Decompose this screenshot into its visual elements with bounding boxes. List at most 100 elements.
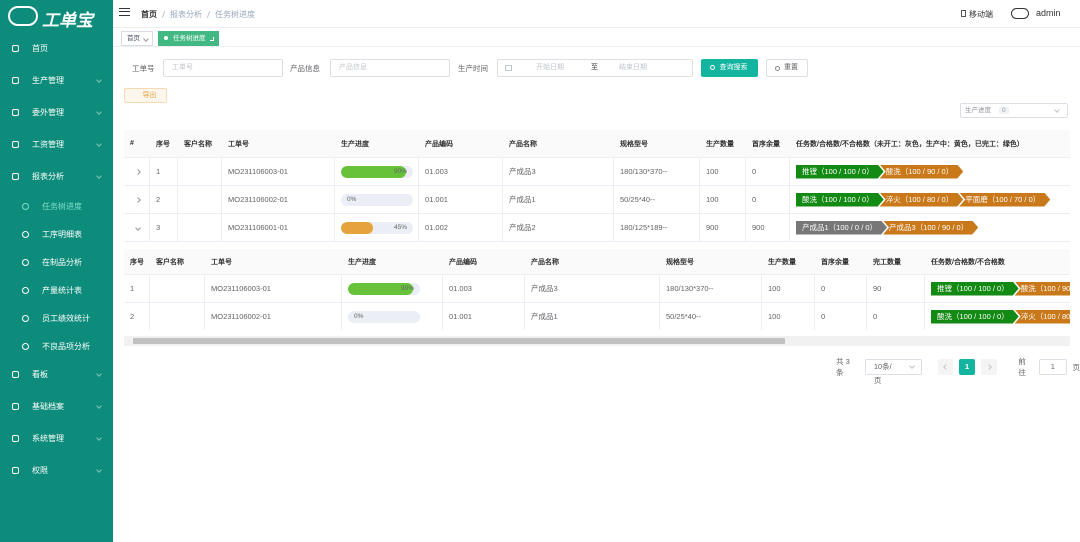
page-size-select[interactable]: 10条/页 [864, 359, 922, 385]
menu-icon [12, 371, 19, 378]
table-cell: MO231106003-01 [205, 275, 342, 302]
column-header: 产品编码 [449, 258, 477, 266]
table-cell: 酸洗（100 / 100 / 0） 淬火（100 / 80 / 0） 平面磨（100… [790, 186, 1070, 213]
table-cell: 50/25*40-- [660, 303, 762, 330]
menu-item[interactable]: 生产管理 [0, 71, 113, 91]
form-label: 工单号 [132, 64, 155, 73]
product-input[interactable]: 产品信息 [330, 59, 450, 77]
submenu-item[interactable]: 任务树进度 [0, 197, 113, 217]
table-cell: 100 [762, 275, 815, 302]
menu-item[interactable]: 看板 [0, 365, 113, 385]
table-cell: 0% [335, 186, 419, 213]
submenu-icon [22, 231, 29, 238]
table-cell [124, 186, 150, 213]
menu-label: 基础档案 [32, 402, 64, 411]
goto-label: 前往 [1018, 357, 1026, 377]
table-row[interactable]: 1 MO231106003-01 90% 01.003 产成品3 180/130*370-… [124, 275, 1070, 303]
tab[interactable]: 首页 [121, 31, 153, 46]
column-header: 首序余量 [821, 258, 849, 266]
breadcrumb-item[interactable]: 报表分析 [170, 10, 202, 19]
column-header: 生产进度 [348, 258, 376, 266]
column-header: 产品名称 [531, 258, 559, 266]
table-row[interactable]: 3 MO231106001-01 45% 01.002 产成品2 180/125*189-… [124, 214, 1070, 242]
filter-value: 0 [999, 107, 1009, 114]
scrollbar-thumb[interactable] [133, 338, 785, 344]
table-cell [124, 214, 150, 241]
user-name[interactable]: admin [1036, 8, 1061, 18]
column-header: 工单号 [228, 140, 249, 148]
task-tag: 酸洗（100 / 90 / 0） [1015, 282, 1070, 296]
menu-item[interactable]: 首页 [0, 39, 113, 59]
task-tag: 酸洗（100 / 100 / 0） [796, 193, 884, 207]
table-row[interactable]: 1 MO231106003-01 90% 01.003 产成品3 180/130*370-… [124, 158, 1070, 186]
column-header: 生产数量 [768, 258, 796, 266]
table-cell: 50/25*40-- [614, 186, 700, 213]
column-header: 规格型号 [620, 140, 648, 148]
table-cell: 产成品3 [525, 275, 660, 302]
menu-item[interactable]: 报表分析 [0, 167, 113, 187]
cell-text: 50/25*40-- [620, 195, 656, 204]
table-cell: 产成品2 [503, 214, 614, 241]
horizontal-scrollbar[interactable] [124, 336, 1070, 346]
tab-bar: 首页 任务树进度 [113, 28, 1080, 47]
cell-text: MO231106002-01 [211, 312, 271, 321]
submenu-item[interactable]: 不良品项分析 [0, 337, 113, 357]
column-header: 任务数/合格数/不合格数 [931, 258, 1005, 266]
table-cell: 0 [867, 303, 925, 330]
column-header: 生产进度 [341, 140, 369, 148]
menu-arrow [96, 403, 102, 409]
date-range[interactable]: 开始日期 至 结束日期 [497, 59, 693, 77]
reset-button[interactable]: 重置 [766, 59, 808, 77]
table-cell: 0 [815, 275, 867, 302]
submenu-label: 任务树进度 [42, 202, 82, 211]
table-cell: 01.003 [419, 158, 503, 185]
expand-icon[interactable] [135, 168, 141, 175]
submenu-item[interactable]: 工序明细表 [0, 225, 113, 245]
hamburger[interactable] [119, 8, 130, 16]
export-button[interactable]: 导出 [124, 88, 167, 103]
column-header: 首序余量 [752, 140, 780, 148]
table-cell: 推镗（100 / 100 / 0）酸洗（100 / 90 / 0） [790, 158, 1070, 185]
menu-item[interactable]: 权限 [0, 461, 113, 481]
breadcrumb-item[interactable]: 任务树进度 [215, 10, 255, 19]
table-cell [150, 303, 205, 330]
next-page[interactable] [980, 359, 997, 375]
table-cell [178, 158, 222, 185]
search-button[interactable]: 查询搜索 [701, 59, 758, 77]
goto-input[interactable]: 1 [1039, 359, 1067, 375]
menu-item[interactable]: 基础档案 [0, 397, 113, 417]
mobile-link[interactable]: 移动端 [969, 10, 993, 19]
filter-arrow [1054, 107, 1060, 113]
tab-close[interactable] [209, 37, 214, 41]
column-header: 任务数/合格数/不合格数（未开工：灰色，生产中：黄色，已完工：绿色） [796, 140, 1024, 148]
table-cell: 产成品3 [503, 158, 614, 185]
task-tag: 淬火（100 / 80 / 0） [1015, 310, 1070, 324]
tab-close[interactable] [143, 36, 149, 42]
prev-page[interactable] [937, 359, 954, 375]
user-avatar [1011, 8, 1029, 19]
expand-icon[interactable] [135, 224, 141, 231]
progress-label: 90% [400, 284, 414, 292]
mobile-icon [961, 10, 966, 17]
order-input[interactable]: 工单号 [163, 59, 283, 77]
submenu-item[interactable]: 员工绩效统计 [0, 309, 113, 329]
expand-icon[interactable] [135, 196, 141, 203]
progress-filter[interactable]: 生产进度 0 [960, 103, 1068, 118]
table-row[interactable]: 2 MO231106002-01 0% 01.001 产成品1 50/25*40-- 100… [124, 303, 1070, 330]
menu-item[interactable]: 委外管理 [0, 103, 113, 123]
cell-text: 01.003 [425, 167, 448, 176]
menu-item[interactable]: 系统管理 [0, 429, 113, 449]
table-cell: MO231106002-01 [205, 303, 342, 330]
table-cell: 90% [335, 158, 419, 185]
menu-item[interactable]: 工资管理 [0, 135, 113, 155]
task-tag: 产成品1（100 / 0 / 0） [796, 221, 887, 235]
table-cell [150, 275, 205, 302]
submenu-item[interactable]: 在制品分析 [0, 253, 113, 273]
progress-fill [341, 165, 406, 178]
tab[interactable]: 任务树进度 [158, 31, 219, 46]
table-row[interactable]: 2 MO231106002-01 0% 01.001 产成品1 50/25*40-- 100… [124, 186, 1070, 214]
column-header: 工单号 [211, 258, 232, 266]
submenu-item[interactable]: 产量统计表 [0, 281, 113, 301]
current-page[interactable]: 1 [959, 359, 975, 375]
